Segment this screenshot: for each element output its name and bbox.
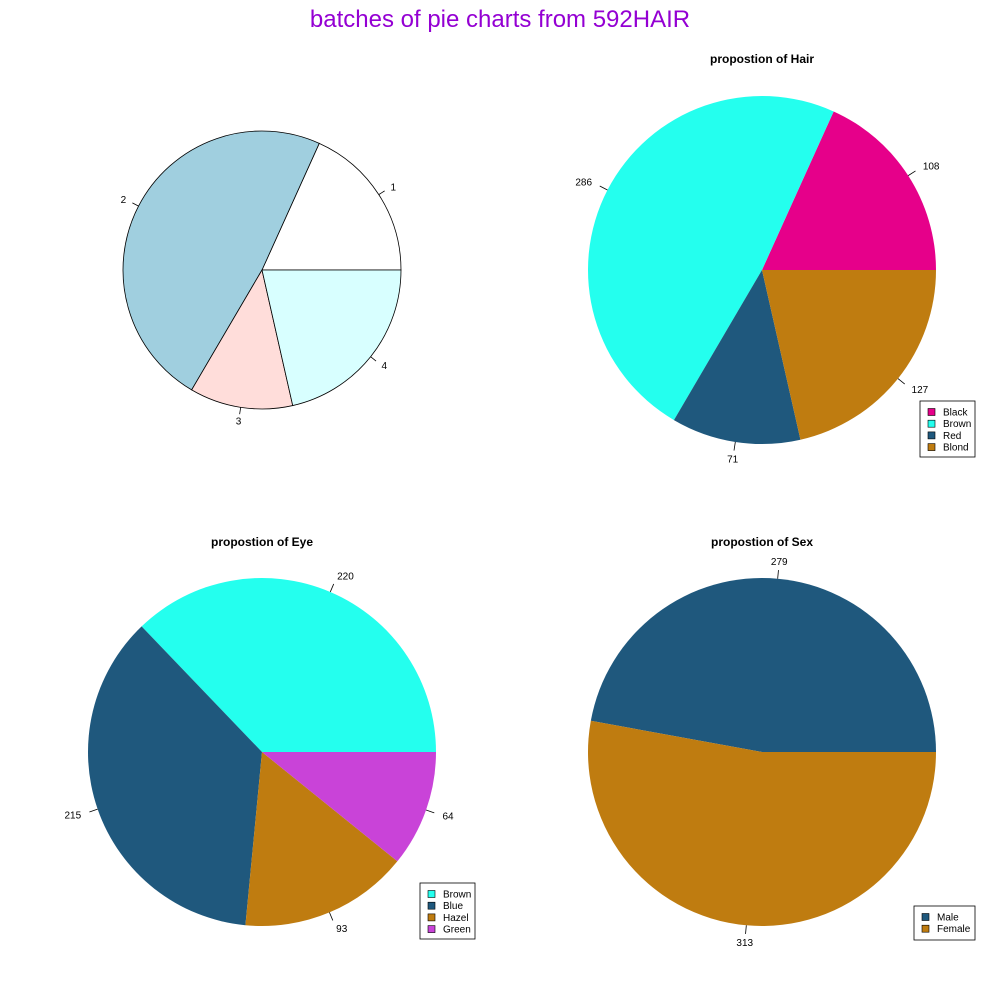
pie-chart-1: 1 2 3 4 (121, 130, 402, 428)
slice-label-tick (370, 356, 377, 362)
slice-label: 64 (442, 811, 454, 822)
slice-label-tick (329, 912, 334, 921)
slice-label-tick (733, 441, 736, 451)
legend-label: Black (943, 408, 968, 419)
pie-slice (88, 626, 263, 926)
legend-swatch (427, 913, 436, 922)
pie-slice (673, 270, 801, 444)
slice-label: 2 (121, 195, 127, 206)
legend-box (913, 905, 976, 941)
slice-label: 215 (65, 810, 82, 821)
legend-swatch (921, 924, 930, 933)
legend-swatch (927, 408, 936, 416)
pie-slice (588, 95, 834, 421)
slice-label: 4 (381, 361, 387, 372)
slice-label-tick (89, 808, 98, 813)
slice-label-tick (907, 170, 916, 176)
slice-label-tick (745, 925, 747, 934)
pie-slice (245, 752, 398, 926)
pie-slice (590, 578, 936, 752)
chart-title: propostion of Hair (710, 52, 814, 66)
legend-swatch (927, 431, 936, 440)
pie-slice (141, 578, 436, 752)
slice-label-tick (897, 378, 906, 385)
slice-label: 127 (912, 385, 929, 396)
pie-slice (122, 130, 320, 391)
pie-slice (762, 270, 936, 440)
pie-slice (762, 111, 936, 270)
slice-label-tick (132, 202, 139, 207)
figure-title: batches of pie charts from 592HAIR (309, 6, 691, 33)
slice-label: 313 (736, 938, 753, 949)
legend-label: Green (443, 925, 471, 936)
slice-label-tick (329, 583, 335, 593)
slice-label: 71 (727, 455, 739, 466)
slice-label: 279 (771, 557, 788, 568)
legend-label: Brown (943, 419, 971, 430)
legend-swatch (927, 443, 936, 451)
legend-swatch (427, 901, 436, 910)
pie-slice (588, 720, 936, 927)
pie-chart-3: propostion of Eye 220 215 93 64 BrownBlueHaze… (65, 535, 476, 940)
slice-label: 3 (236, 417, 242, 428)
legend-label: Blond (943, 443, 969, 454)
legend-swatch (927, 419, 936, 428)
slice-label: 108 (923, 162, 940, 173)
pie-slice (191, 268, 294, 410)
slice-label: 220 (337, 571, 354, 582)
slice-label: 286 (575, 178, 592, 189)
chart-title: propostion of Sex (711, 535, 813, 549)
slice-label-tick (599, 185, 608, 191)
legend-label: Female (937, 924, 971, 935)
legend-swatch (427, 925, 436, 933)
slice-label-tick (777, 570, 779, 579)
legend-label: Blue (443, 901, 463, 912)
legend-label: Male (937, 913, 959, 924)
pie-slice (261, 142, 402, 271)
legend-label: Hazel (443, 913, 469, 924)
legend-swatch (427, 890, 436, 898)
slice-label: 1 (390, 183, 396, 194)
slice-label-tick (425, 809, 435, 814)
legend-label: Brown (443, 890, 471, 901)
slice-label-tick (239, 407, 242, 415)
legend-swatch (921, 913, 930, 921)
pie-slice (262, 752, 436, 862)
slice-label-tick (378, 190, 385, 195)
slice-label: 93 (336, 924, 348, 935)
legend-label: Red (943, 431, 961, 442)
pie-chart-2: propostion of Hair 108 286 71 127 BlackBrownR… (575, 52, 976, 466)
chart-title: propostion of Eye (211, 535, 313, 549)
